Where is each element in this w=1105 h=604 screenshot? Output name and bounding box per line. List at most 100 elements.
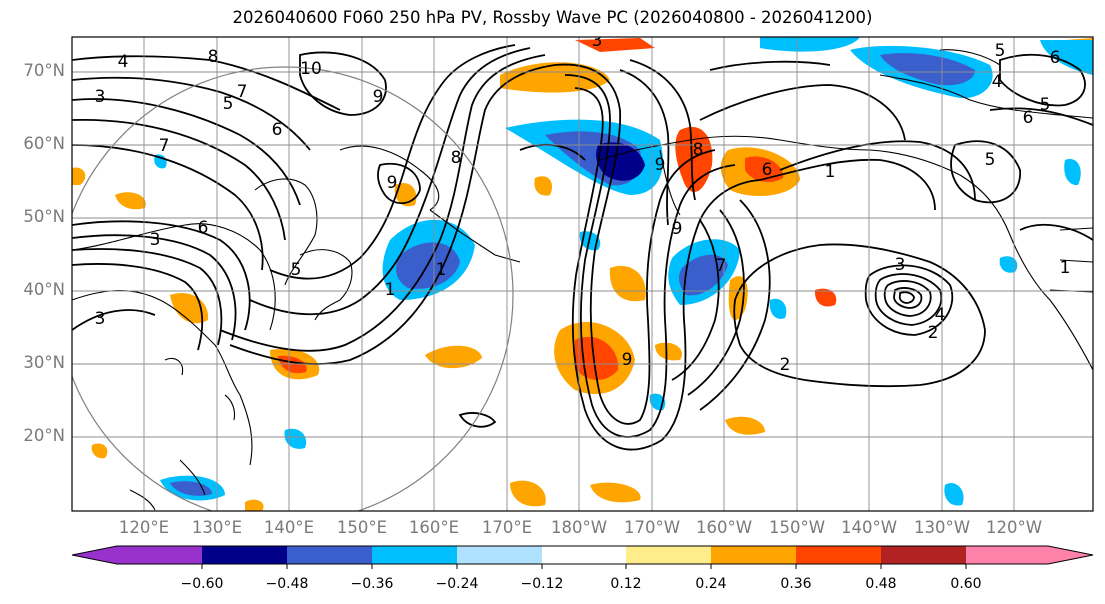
anomaly-blob (115, 192, 146, 210)
contour-label: 8 (451, 148, 462, 168)
contour-label: 5 (223, 94, 234, 114)
pv-contour (377, 162, 421, 204)
contour-label: 3 (895, 255, 906, 275)
anomaly-blob (1064, 159, 1081, 186)
contour-label: 2 (928, 323, 939, 343)
anomaly-blob (944, 482, 964, 506)
anomaly-blob (678, 254, 728, 296)
pv-contour (864, 264, 954, 336)
anomaly-blob (170, 481, 212, 496)
contour-label: 1 (825, 162, 836, 182)
contour-label: 6 (198, 218, 209, 238)
colorbar-tick-label: −0.24 (435, 576, 479, 592)
colorbar-segment (202, 546, 287, 564)
contour-label: 5 (995, 41, 1006, 61)
anomaly-blob (425, 345, 482, 369)
contour-label: 9 (672, 219, 683, 239)
contour-label: 3 (592, 31, 603, 51)
contour-label: 1 (1060, 258, 1071, 278)
latitude-label: 70°N (23, 61, 65, 80)
pv-contour (72, 76, 311, 151)
pv-contours (72, 44, 1093, 451)
colorbar-segment (626, 546, 711, 564)
pv-contour (219, 54, 546, 352)
colorbar-tick-label: 0.60 (950, 576, 982, 592)
anomaly-blob (72, 167, 86, 185)
contour-label: 3 (95, 309, 106, 329)
coastline (164, 357, 184, 376)
longitude-label: 180°W (550, 518, 608, 537)
colorbar-tick-label: 0.24 (695, 576, 727, 592)
pv-contour (699, 199, 771, 411)
pv-contour (883, 280, 932, 317)
anomaly-blob (655, 342, 682, 361)
anomaly-blob (575, 38, 655, 52)
latitude-label: 40°N (23, 280, 65, 299)
anomaly-blob (999, 256, 1018, 273)
longitude-label: 160°E (408, 518, 460, 537)
anomaly-blob (575, 336, 619, 380)
pv-contour (671, 219, 720, 381)
contour-label: 4 (992, 72, 1003, 92)
contour-label: 9 (387, 173, 398, 193)
pv-contour (72, 55, 341, 111)
latitude-label: 60°N (23, 134, 65, 153)
anomaly-blob (500, 62, 610, 93)
contour-label: 6 (272, 120, 283, 140)
contour-label: 6 (1050, 48, 1061, 68)
colorbar-outline (71, 545, 1094, 565)
anomaly-blob (534, 176, 553, 196)
pv-contour (989, 107, 1093, 126)
colorbar-segment (457, 546, 542, 564)
anomaly-blob (245, 499, 264, 511)
colorbar-segment (117, 546, 202, 564)
anomaly-blob (814, 288, 837, 307)
coastline (224, 394, 236, 421)
contour-label: 6 (762, 160, 773, 180)
contour-label: 9 (655, 155, 666, 175)
pv-contour (571, 87, 761, 451)
pv-contour (72, 309, 156, 331)
graticule (72, 37, 1093, 511)
longitude-label: 160°W (695, 518, 753, 537)
colorbar-segment (287, 546, 372, 564)
anomaly-blob (609, 265, 646, 302)
coastline (879, 74, 1093, 119)
coastline (179, 459, 206, 496)
colorbar-tick-label: −0.48 (265, 576, 309, 592)
contour-label: 3 (95, 87, 106, 107)
colorbar (71, 545, 1094, 569)
longitude-label: 170°E (481, 518, 533, 537)
pv-contour (458, 412, 497, 428)
anomaly-blob (769, 298, 787, 319)
contour-label: 9 (622, 350, 633, 370)
longitude-label: 140°E (263, 518, 315, 537)
pv-contour (72, 248, 223, 346)
contour-label: 3 (150, 230, 161, 250)
pv-contour (249, 47, 531, 316)
colorbar-ticks (201, 564, 967, 569)
coastline (254, 178, 318, 286)
colorbar-segment (966, 546, 1048, 564)
pv-contour (893, 287, 923, 309)
longitude-label: 150°W (768, 518, 826, 537)
region-circle (72, 66, 514, 511)
contour-label: 7 (159, 136, 170, 156)
anomaly-blob (590, 482, 641, 503)
longitude-label: 130°E (191, 518, 243, 537)
pv-contour (519, 143, 586, 161)
pv-contour (999, 53, 1086, 107)
pv-contour (1019, 223, 1093, 241)
coastline (339, 145, 440, 211)
latitude-label: 30°N (23, 353, 65, 372)
colorbar-tick-label: 0.36 (780, 576, 812, 592)
contour-label: 5 (291, 260, 302, 280)
colorbar-segment (881, 546, 966, 564)
colorbar-tick-label: −0.36 (350, 576, 394, 592)
coastline (299, 249, 353, 321)
map-title: 2026040600 F060 250 hPa PV, Rossby Wave … (232, 8, 873, 27)
pv-contour (299, 51, 387, 116)
colorbar-segment (796, 546, 881, 564)
contour-label: 9 (373, 87, 384, 107)
